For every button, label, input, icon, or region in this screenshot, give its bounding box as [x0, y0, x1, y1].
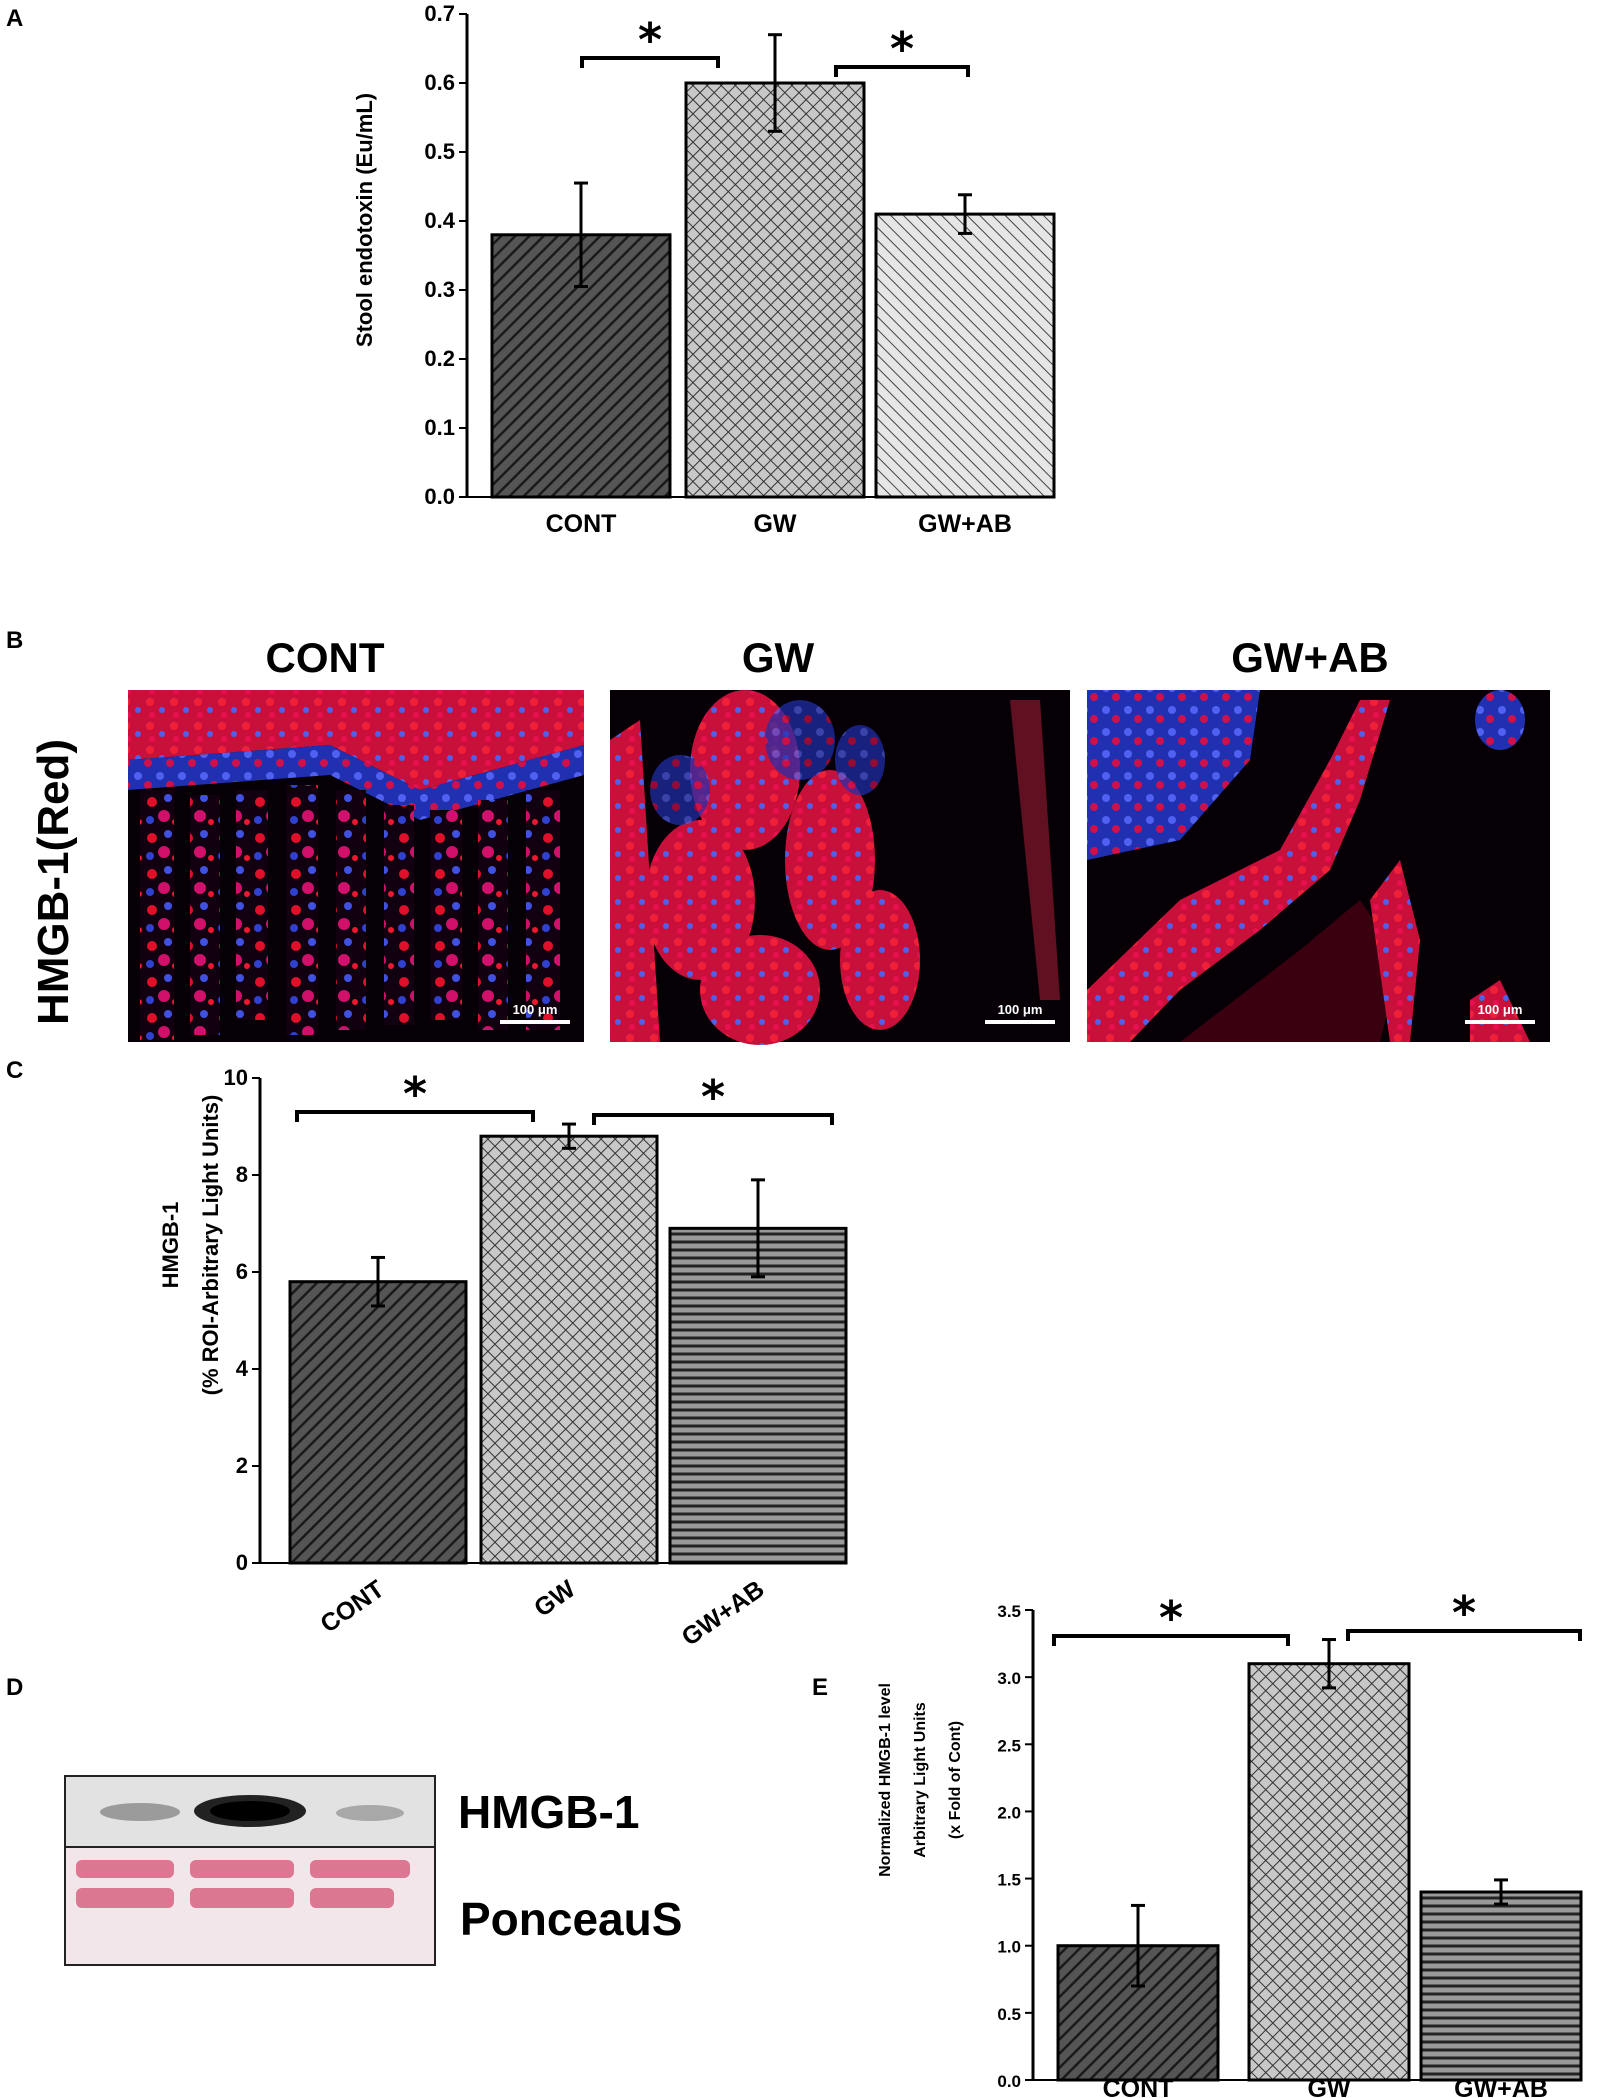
panel-label-a: A [6, 5, 23, 32]
x-category-label: GW [529, 1575, 581, 1623]
significance-star: * [701, 1070, 725, 1124]
significance-bracket [1346, 1629, 1582, 1641]
significance-bracket [834, 65, 970, 77]
y-tick-label: 0.2 [424, 346, 455, 371]
y-axis-label: Arbitrary Light Units [912, 1702, 929, 1858]
bar-gw [684, 81, 866, 499]
micrograph-title-gwab: GW+AB [1231, 634, 1389, 681]
y-tick-label: 6 [236, 1259, 248, 1284]
significance-star: * [1452, 1586, 1476, 1640]
y-tick-label: 3.0 [997, 1669, 1021, 1688]
blot-band-label: HMGB-1 [458, 1786, 639, 1838]
bar-gw-ab [874, 212, 1056, 499]
panel-label-c: C [6, 1057, 23, 1084]
bar-gw [1247, 1662, 1411, 2082]
significance-bracket [592, 1113, 834, 1125]
panel-label-b: B [6, 627, 23, 654]
y-axis-label: HMGB-1 [158, 1202, 183, 1289]
significance-bracket [1052, 1634, 1290, 1646]
y-tick-label: 0.1 [424, 415, 455, 440]
y-tick-label: 1.5 [997, 1871, 1021, 1890]
y-tick-label: 2.5 [997, 1736, 1021, 1755]
y-tick-label: 2 [236, 1453, 248, 1478]
y-tick-label: 0.0 [997, 2072, 1021, 2091]
x-category-label: GW+AB [1454, 2075, 1548, 2098]
x-category-label: CONT [1103, 2075, 1174, 2098]
y-tick-label: 4 [236, 1356, 249, 1381]
y-axis-label: Normalized HMGB-1 level [877, 1683, 894, 1877]
bar-gw-ab [1419, 1890, 1583, 2082]
significance-star: * [1159, 1591, 1183, 1645]
panel-label-d: D [6, 1674, 23, 1701]
western-blot: HMGB-1 PonceauS [64, 1775, 682, 1966]
bar-gw-ab [668, 1226, 848, 1565]
y-tick-label: 0.0 [424, 484, 455, 509]
significance-star: * [403, 1067, 427, 1121]
micrograph-cont: 100 μm [128, 690, 584, 1042]
chart-a: 0.0 0.1 0.2 0.3 0.4 0.5 0.6 0.7 Stool endotoxin … [352, 1, 1056, 538]
blot-loading-label: PonceauS [460, 1893, 682, 1945]
x-category-label: GW [1307, 2075, 1350, 2098]
y-axis-label: Stool endotoxin (Eu/mL) [352, 93, 377, 347]
y-tick-label: 0.7 [424, 1, 455, 26]
x-category-label: GW+AB [918, 510, 1012, 538]
y-tick-label: 1.0 [997, 1938, 1021, 1957]
micrograph-title-gw: GW [742, 634, 815, 681]
y-axis-label: (% ROI-Arbitrary Light Units) [198, 1095, 223, 1396]
x-category-label: CONT [315, 1575, 389, 1639]
x-category-label: CONT [546, 510, 617, 538]
y-tick-label: 8 [236, 1162, 248, 1187]
x-category-label: GW [753, 510, 796, 538]
y-tick-label: 3.5 [997, 1602, 1021, 1621]
bar-cont [288, 1280, 468, 1565]
y-tick-label: 0.5 [424, 139, 455, 164]
chart-e: 0.0 0.5 1.0 1.5 2.0 2.5 3.0 3.5 Normalized HMGB-… [877, 1586, 1583, 2098]
y-tick-label: 0.4 [424, 208, 455, 233]
panel-label-e: E [812, 1674, 828, 1701]
y-tick-label: 0.3 [424, 277, 455, 302]
bar-gw [479, 1134, 659, 1565]
scale-bar-label-gw: 100 μm [998, 1002, 1043, 1017]
micrograph-stain-label: HMGB-1(Red) [29, 739, 78, 1025]
micrograph-title-cont: CONT [266, 634, 385, 681]
micrograph-gw: 100 μm [610, 690, 1070, 1045]
scale-bar-label-gwab: 100 μm [1478, 1002, 1523, 1017]
scale-bar-label-cont: 100 μm [513, 1002, 558, 1017]
significance-bracket [580, 56, 720, 68]
y-tick-label: 0.6 [424, 70, 455, 95]
y-tick-label: 0.5 [997, 2005, 1021, 2024]
micrograph-gwab: 100 μm [1087, 690, 1550, 1042]
significance-star: * [638, 13, 662, 67]
significance-star: * [890, 22, 914, 76]
y-tick-label: 10 [224, 1065, 248, 1090]
y-tick-label: 2.0 [997, 1803, 1021, 1822]
y-tick-label: 0 [236, 1550, 248, 1575]
significance-bracket [295, 1110, 535, 1122]
y-axis-label: (x Fold of Cont) [947, 1721, 964, 1839]
chart-c: 0 2 4 6 8 10 HMGB-1 (% ROI-Arbitrary Light Unit… [158, 1065, 848, 1652]
x-category-label: GW+AB [677, 1575, 770, 1652]
